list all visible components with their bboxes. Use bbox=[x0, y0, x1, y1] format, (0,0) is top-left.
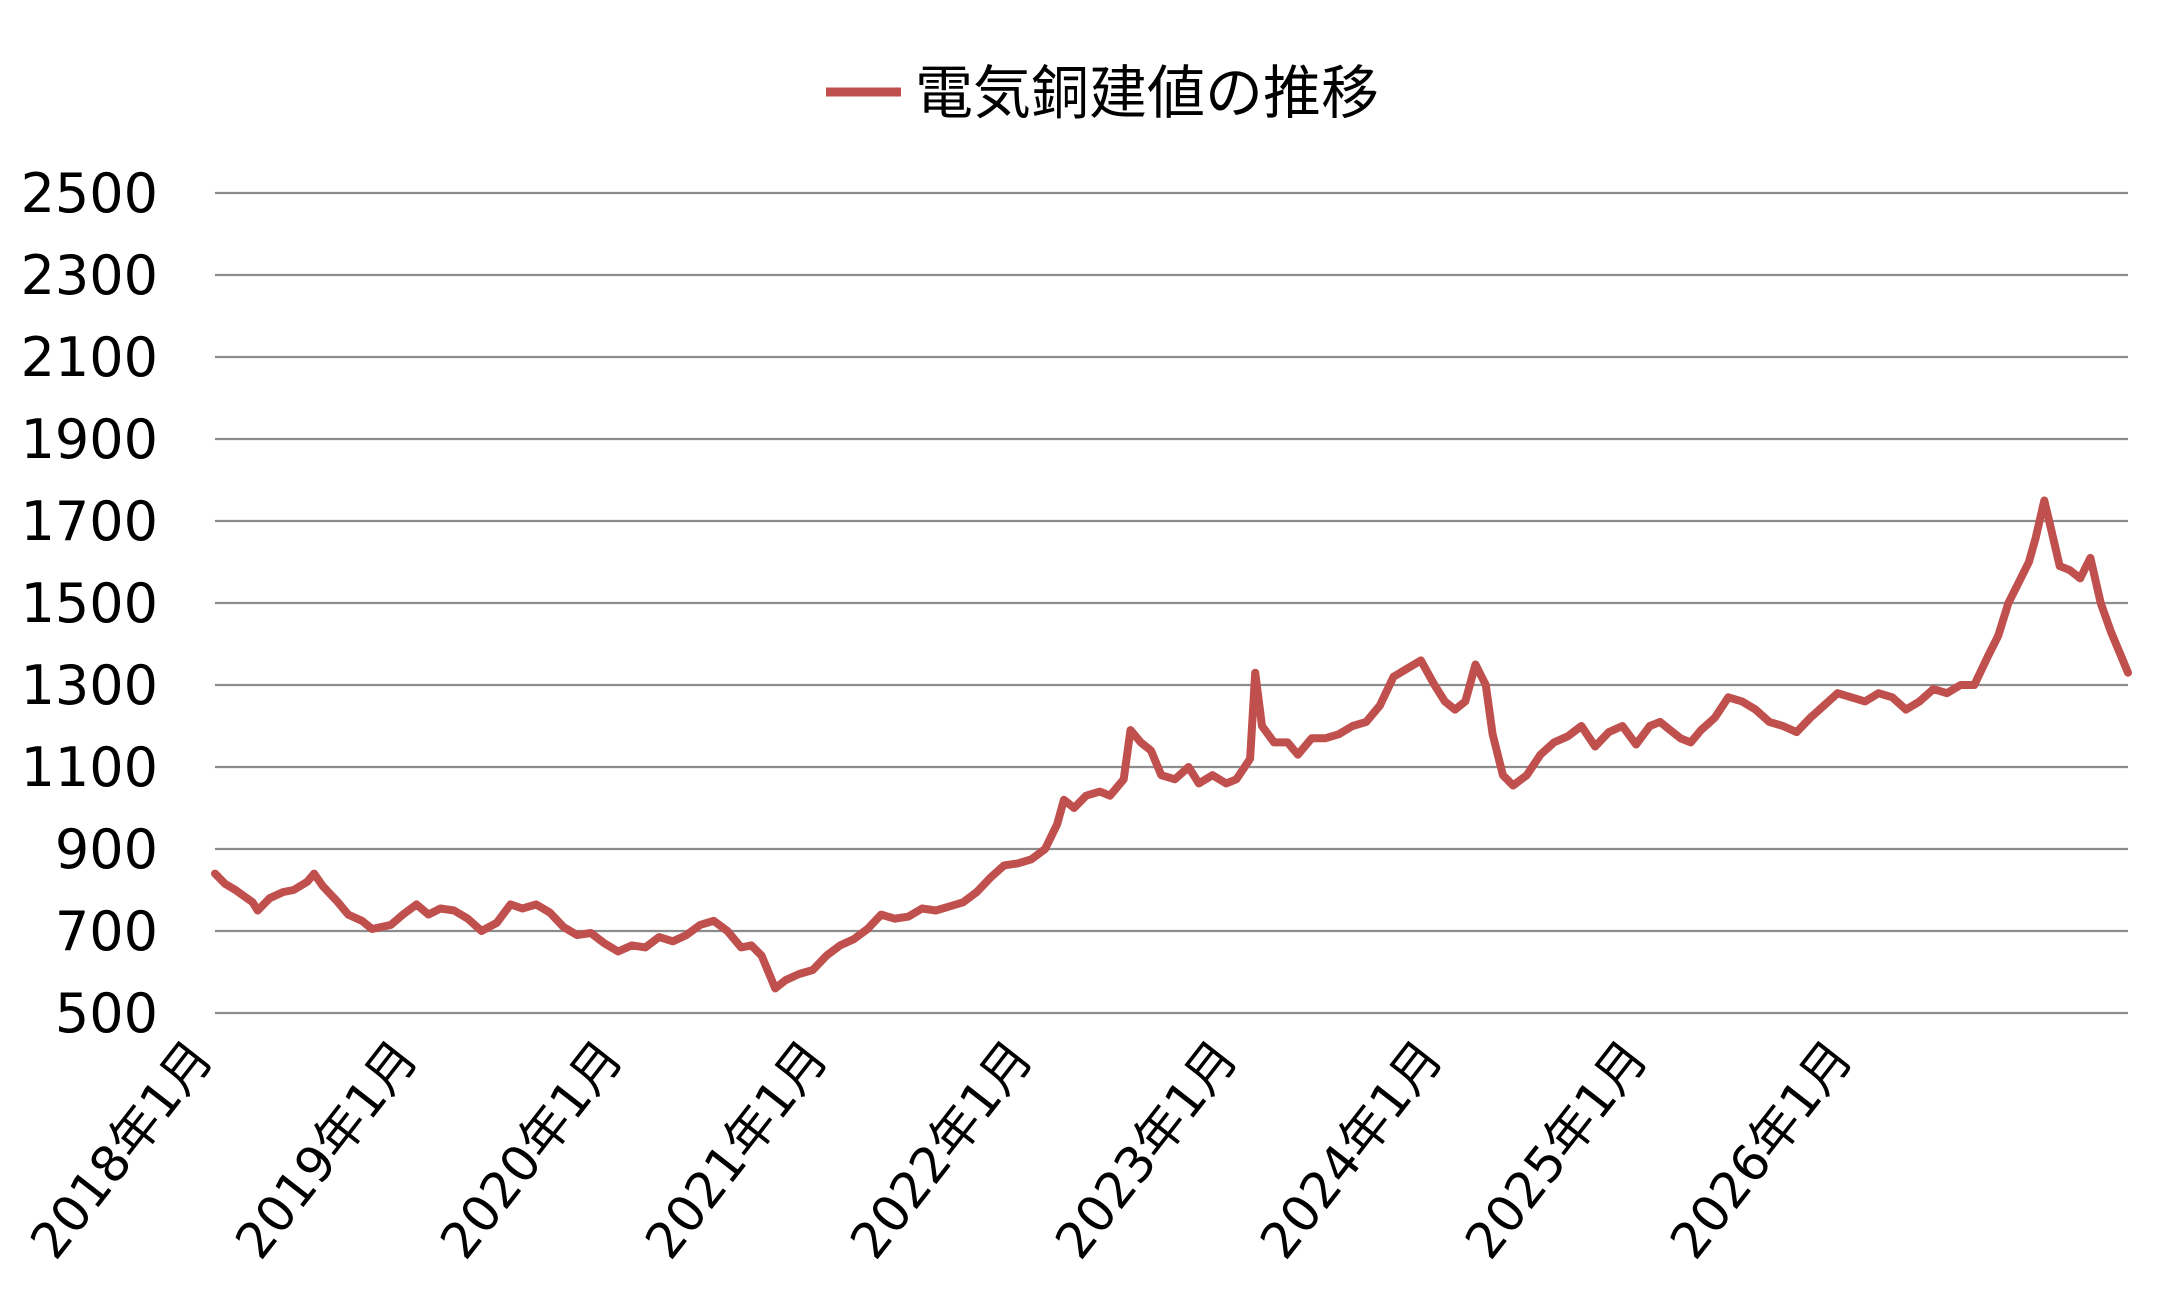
series-line bbox=[211, 496, 2132, 993]
x-tick-label: 2020年1月 bbox=[429, 1030, 634, 1270]
x-tick-label: 2023年1月 bbox=[1044, 1030, 1249, 1270]
y-tick-label: 1900 bbox=[21, 408, 158, 471]
y-tick-label: 2500 bbox=[21, 162, 158, 225]
gridlines bbox=[215, 191, 2128, 1015]
y-tick-label: 1700 bbox=[21, 490, 158, 553]
x-tick-label: 2026年1月 bbox=[1659, 1030, 1864, 1270]
y-tick-label: 1300 bbox=[21, 654, 158, 717]
x-axis-ticks: 2018年1月 2019年1月 2020年1月 2021年1月 2022年1月 2023年… bbox=[19, 1030, 1864, 1270]
x-tick-label: 2022年1月 bbox=[839, 1030, 1044, 1270]
y-tick-label: 1100 bbox=[21, 736, 158, 799]
y-tick-label: 2300 bbox=[21, 244, 158, 307]
plot-area bbox=[211, 496, 2132, 993]
y-tick-label: 900 bbox=[55, 818, 158, 881]
x-tick-label: 2025年1月 bbox=[1454, 1030, 1659, 1270]
legend-label: 電気銅建値の推移 bbox=[915, 59, 1379, 127]
y-tick-label: 700 bbox=[55, 900, 158, 963]
x-tick-label: 2024年1月 bbox=[1249, 1030, 1454, 1270]
legend: 電気銅建値の推移 bbox=[826, 59, 1379, 127]
y-tick-label: 500 bbox=[55, 982, 158, 1045]
y-axis-ticks: 500 700 900 1100 1300 1500 1700 1900 2100 2300 250… bbox=[21, 162, 158, 1045]
x-tick-label: 2021年1月 bbox=[634, 1030, 839, 1270]
y-tick-label: 1500 bbox=[21, 572, 158, 635]
x-tick-label: 2019年1月 bbox=[224, 1030, 429, 1270]
x-tick-label: 2018年1月 bbox=[19, 1030, 224, 1270]
y-tick-label: 2100 bbox=[21, 326, 158, 389]
